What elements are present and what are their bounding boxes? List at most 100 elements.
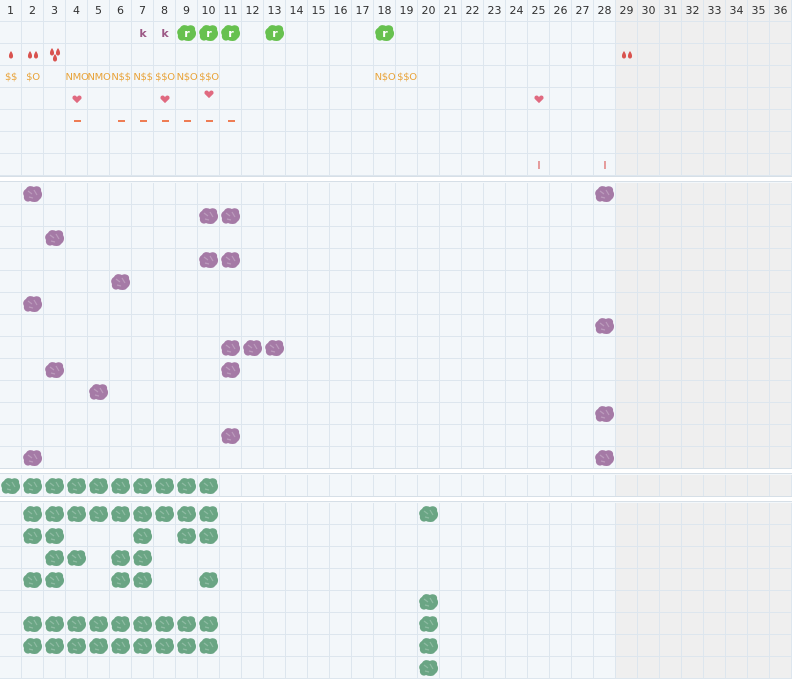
header-section-cell[interactable]	[132, 22, 154, 44]
green-section-cell[interactable]	[638, 657, 660, 679]
green-section-cell[interactable]	[594, 547, 616, 569]
purple-section-cell[interactable]	[286, 205, 308, 227]
header-section-cell[interactable]	[616, 154, 638, 176]
header-section-cell[interactable]	[682, 66, 704, 88]
green-section-cell[interactable]	[264, 569, 286, 591]
header-section-cell[interactable]	[88, 110, 110, 132]
header-section-cell[interactable]	[506, 132, 528, 154]
purple-section-cell[interactable]	[748, 425, 770, 447]
header-section-cell[interactable]	[264, 110, 286, 132]
purple-section-cell[interactable]	[704, 227, 726, 249]
header-section-cell[interactable]	[352, 22, 374, 44]
purple-section-cell[interactable]	[176, 315, 198, 337]
purple-section-cell[interactable]	[462, 249, 484, 271]
green-section-cell[interactable]	[264, 503, 286, 525]
header-section-cell[interactable]	[44, 22, 66, 44]
green-section-cell[interactable]	[198, 569, 220, 591]
green-blob[interactable]	[89, 615, 109, 633]
green-section-cell[interactable]	[44, 503, 66, 525]
header-section-cell[interactable]	[242, 88, 264, 110]
purple-section-cell[interactable]	[374, 293, 396, 315]
purple-section-cell[interactable]	[0, 183, 22, 205]
header-section-cell[interactable]	[440, 110, 462, 132]
purple-section-cell[interactable]	[66, 249, 88, 271]
purple-section-cell[interactable]	[110, 315, 132, 337]
green-section-cell[interactable]	[0, 591, 22, 613]
green-section-cell[interactable]	[594, 503, 616, 525]
header-section-cell[interactable]	[308, 154, 330, 176]
purple-section-cell[interactable]	[132, 227, 154, 249]
purple-section-cell[interactable]	[330, 425, 352, 447]
purple-section-cell[interactable]	[242, 183, 264, 205]
green-single-section-cell[interactable]	[726, 475, 748, 497]
purple-section-cell[interactable]	[418, 205, 440, 227]
green-section-cell[interactable]	[176, 613, 198, 635]
purple-section-cell[interactable]	[682, 293, 704, 315]
green-single-section-cell[interactable]	[594, 475, 616, 497]
green-section-cell[interactable]	[264, 613, 286, 635]
green-section-cell[interactable]	[154, 591, 176, 613]
purple-section-cell[interactable]	[198, 227, 220, 249]
purple-section-cell[interactable]	[638, 227, 660, 249]
purple-section-cell[interactable]	[110, 249, 132, 271]
green-section-cell[interactable]	[572, 657, 594, 679]
header-section-cell[interactable]	[550, 22, 572, 44]
purple-section-cell[interactable]	[616, 293, 638, 315]
purple-section-cell[interactable]	[220, 183, 242, 205]
header-section-cell[interactable]	[770, 44, 792, 66]
purple-section-cell[interactable]	[198, 337, 220, 359]
green-section-cell[interactable]	[220, 525, 242, 547]
header-section-cell[interactable]	[396, 132, 418, 154]
header-section-cell[interactable]	[220, 66, 242, 88]
header-section-cell[interactable]	[682, 22, 704, 44]
header-section-cell[interactable]	[682, 132, 704, 154]
purple-section-cell[interactable]	[88, 381, 110, 403]
purple-section-cell[interactable]	[440, 249, 462, 271]
green-section-cell[interactable]	[132, 635, 154, 657]
purple-section-cell[interactable]	[308, 425, 330, 447]
cell-label[interactable]: $O	[26, 71, 40, 83]
purple-section-cell[interactable]	[572, 359, 594, 381]
green-section-cell[interactable]	[616, 503, 638, 525]
purple-section-cell[interactable]	[264, 271, 286, 293]
header-section-cell[interactable]	[22, 22, 44, 44]
green-section-cell[interactable]	[374, 547, 396, 569]
column-header-28[interactable]: 28	[594, 0, 616, 22]
green-section-cell[interactable]	[748, 503, 770, 525]
green-section-cell[interactable]	[528, 613, 550, 635]
green-section-cell[interactable]	[484, 569, 506, 591]
purple-section-cell[interactable]	[176, 447, 198, 469]
purple-section-cell[interactable]	[572, 293, 594, 315]
purple-section-cell[interactable]	[352, 359, 374, 381]
green-section-cell[interactable]	[242, 503, 264, 525]
purple-section-cell[interactable]	[198, 425, 220, 447]
purple-section-cell[interactable]	[770, 315, 792, 337]
purple-section-cell[interactable]	[440, 337, 462, 359]
header-section-cell[interactable]	[198, 154, 220, 176]
purple-section-cell[interactable]	[594, 403, 616, 425]
purple-section-cell[interactable]	[44, 381, 66, 403]
green-section-cell[interactable]	[770, 635, 792, 657]
green-section-cell[interactable]	[484, 503, 506, 525]
purple-section-cell[interactable]	[638, 249, 660, 271]
green-single-section-cell[interactable]	[638, 475, 660, 497]
green-blob[interactable]	[199, 615, 219, 633]
purple-section-cell[interactable]	[110, 205, 132, 227]
header-section-cell[interactable]	[330, 88, 352, 110]
purple-section-cell[interactable]	[462, 271, 484, 293]
green-section-cell[interactable]	[682, 547, 704, 569]
cell-label[interactable]: $$	[4, 71, 18, 83]
purple-section-cell[interactable]	[638, 337, 660, 359]
purple-section-cell[interactable]	[286, 337, 308, 359]
green-section-cell[interactable]	[462, 547, 484, 569]
green-section-cell[interactable]	[594, 569, 616, 591]
purple-section-cell[interactable]	[308, 337, 330, 359]
purple-section-cell[interactable]	[22, 293, 44, 315]
green-section-cell[interactable]	[770, 525, 792, 547]
green-blob[interactable]	[89, 477, 109, 495]
header-section-cell[interactable]	[44, 132, 66, 154]
column-header-30[interactable]: 30	[638, 0, 660, 22]
header-section-cell[interactable]	[44, 88, 66, 110]
drop-icon[interactable]	[616, 44, 638, 66]
green-section-cell[interactable]	[0, 613, 22, 635]
